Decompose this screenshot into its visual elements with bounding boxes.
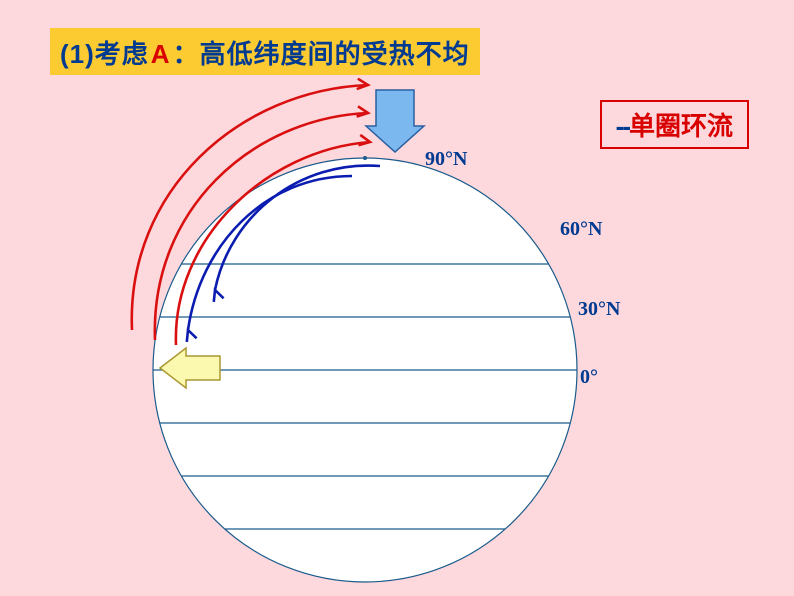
warm-flow-arrow-head: [358, 135, 370, 145]
warm-flow-arrow-head: [357, 79, 368, 89]
latitude-label: 60°N: [560, 218, 602, 241]
diagram-stage: [0, 0, 794, 596]
cold-air-down-arrow: [366, 90, 424, 152]
latitude-label: 0°: [580, 366, 598, 389]
latitude-label: 90°N: [425, 148, 467, 171]
latitude-label: 30°N: [578, 298, 620, 321]
warm-flow-arrow-head: [357, 106, 368, 116]
pole-dot: [363, 156, 367, 160]
